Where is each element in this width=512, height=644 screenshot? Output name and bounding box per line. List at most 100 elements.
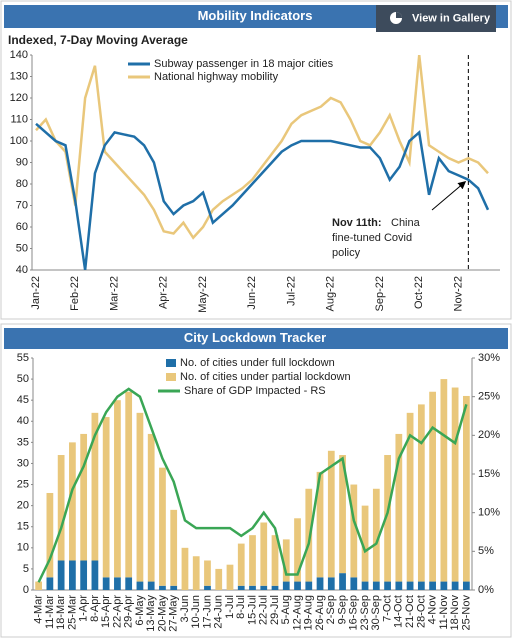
bar <box>114 577 121 590</box>
legend-swatch <box>166 373 176 381</box>
y-tick-label: 90 <box>16 156 28 168</box>
bar <box>91 412 99 561</box>
bar <box>429 391 436 582</box>
header-bar <box>4 328 508 349</box>
x-tick-label: May-22 <box>197 276 209 313</box>
x-tick-label: 22-Jul <box>258 595 270 625</box>
bar <box>462 581 470 590</box>
y-tick-label: 70 <box>16 199 28 211</box>
button-icon <box>396 12 402 18</box>
bar <box>57 560 65 590</box>
bar <box>350 484 358 578</box>
bar <box>316 471 324 578</box>
y2-tick-label: 5% <box>478 545 494 557</box>
bar <box>406 581 414 590</box>
y-tick-label: 120 <box>10 92 28 104</box>
bar <box>69 560 76 590</box>
x-tick-label: Jan-22 <box>30 276 42 310</box>
y-tick-label: 140 <box>10 49 28 61</box>
x-tick-label: 12-Aug <box>291 595 303 630</box>
bar <box>372 581 380 590</box>
y-tick-label: 45 <box>17 394 29 406</box>
bar <box>462 395 470 582</box>
y-tick-label: 10 <box>17 542 29 554</box>
annotation-text: policy <box>332 247 361 259</box>
legend-label: No. of cities under partial lockdown <box>180 371 351 383</box>
bar <box>249 535 256 586</box>
x-tick-label: 22-Apr <box>111 595 123 628</box>
x-tick-label: 11-Mar <box>44 595 56 629</box>
bar <box>69 442 76 561</box>
legend-swatch <box>166 359 176 367</box>
bar <box>384 455 391 582</box>
x-tick-label: 1-Apr <box>78 595 90 622</box>
x-tick-label: 16-Sep <box>348 595 360 630</box>
bar <box>271 535 279 586</box>
y2-tick-label: 15% <box>478 468 500 480</box>
x-tick-label: 21-Oct <box>404 595 416 628</box>
bar <box>159 585 166 590</box>
bar <box>339 573 346 590</box>
header-title: Mobility Indicators <box>198 8 313 23</box>
bar <box>305 581 313 590</box>
bar <box>260 522 268 586</box>
bar <box>395 581 403 590</box>
bar <box>91 560 99 590</box>
bar <box>80 560 88 590</box>
x-tick-label: 17-Jun <box>201 595 213 629</box>
series-line <box>35 55 489 240</box>
y-tick-label: 110 <box>10 113 28 125</box>
x-tick-label: 2-Sep <box>325 595 337 624</box>
chart-subtitle: Indexed, 7-Day Moving Average <box>8 33 188 47</box>
x-tick-label: Nov-22 <box>452 276 464 311</box>
y-tick-label: 25 <box>17 478 29 490</box>
bar <box>57 455 65 561</box>
x-tick-label: 28-Oct <box>415 595 427 628</box>
y-tick-label: 80 <box>16 178 28 190</box>
bar <box>159 467 166 586</box>
x-tick-label: 29-Jul <box>269 595 281 625</box>
x-tick-label: 13-May <box>145 595 157 632</box>
x-tick-label: 19-Aug <box>303 595 315 630</box>
y-tick-label: 100 <box>10 135 28 147</box>
x-tick-label: 30-Sep <box>370 595 382 630</box>
series-line <box>35 122 490 270</box>
header-title: City Lockdown Tracker <box>184 330 326 345</box>
bar <box>361 581 369 590</box>
y-tick-label: 50 <box>17 373 29 385</box>
bar <box>282 539 290 582</box>
y-tick-label: 40 <box>16 264 28 276</box>
bar <box>237 543 245 586</box>
bar <box>305 488 313 582</box>
bar <box>192 556 200 590</box>
bar <box>417 404 425 582</box>
x-tick-label: Apr-22 <box>158 276 170 309</box>
x-tick-label: 3-Jun <box>179 595 191 623</box>
y2-tick-label: 10% <box>478 507 500 519</box>
x-tick-label: 8-Apr <box>89 595 101 622</box>
y-tick-label: 30 <box>17 457 29 469</box>
x-tick-label: 6-May <box>134 595 146 626</box>
x-tick-label: Sep-22 <box>374 276 386 311</box>
bar <box>170 509 178 586</box>
x-tick-label: 26-Aug <box>314 595 326 630</box>
y-tick-label: 15 <box>17 521 29 533</box>
bar <box>102 577 110 590</box>
bar <box>102 417 110 578</box>
bar <box>147 581 155 590</box>
x-tick-label: 24-Jun <box>213 595 225 629</box>
annotation-arrow <box>431 181 467 211</box>
x-tick-label: 1-Jul <box>224 595 236 619</box>
y-tick-label: 5 <box>23 563 29 575</box>
x-tick-label: 11-Nov <box>438 595 450 630</box>
x-tick-label: Oct-22 <box>413 276 425 309</box>
bar <box>147 433 155 582</box>
button-label[interactable]: View in Gallery <box>412 12 491 24</box>
bar <box>339 455 346 574</box>
panel <box>0 0 512 320</box>
bar <box>372 488 380 582</box>
x-tick-label: 15-Apr <box>100 595 112 628</box>
x-tick-label: Jun-22 <box>246 276 258 310</box>
